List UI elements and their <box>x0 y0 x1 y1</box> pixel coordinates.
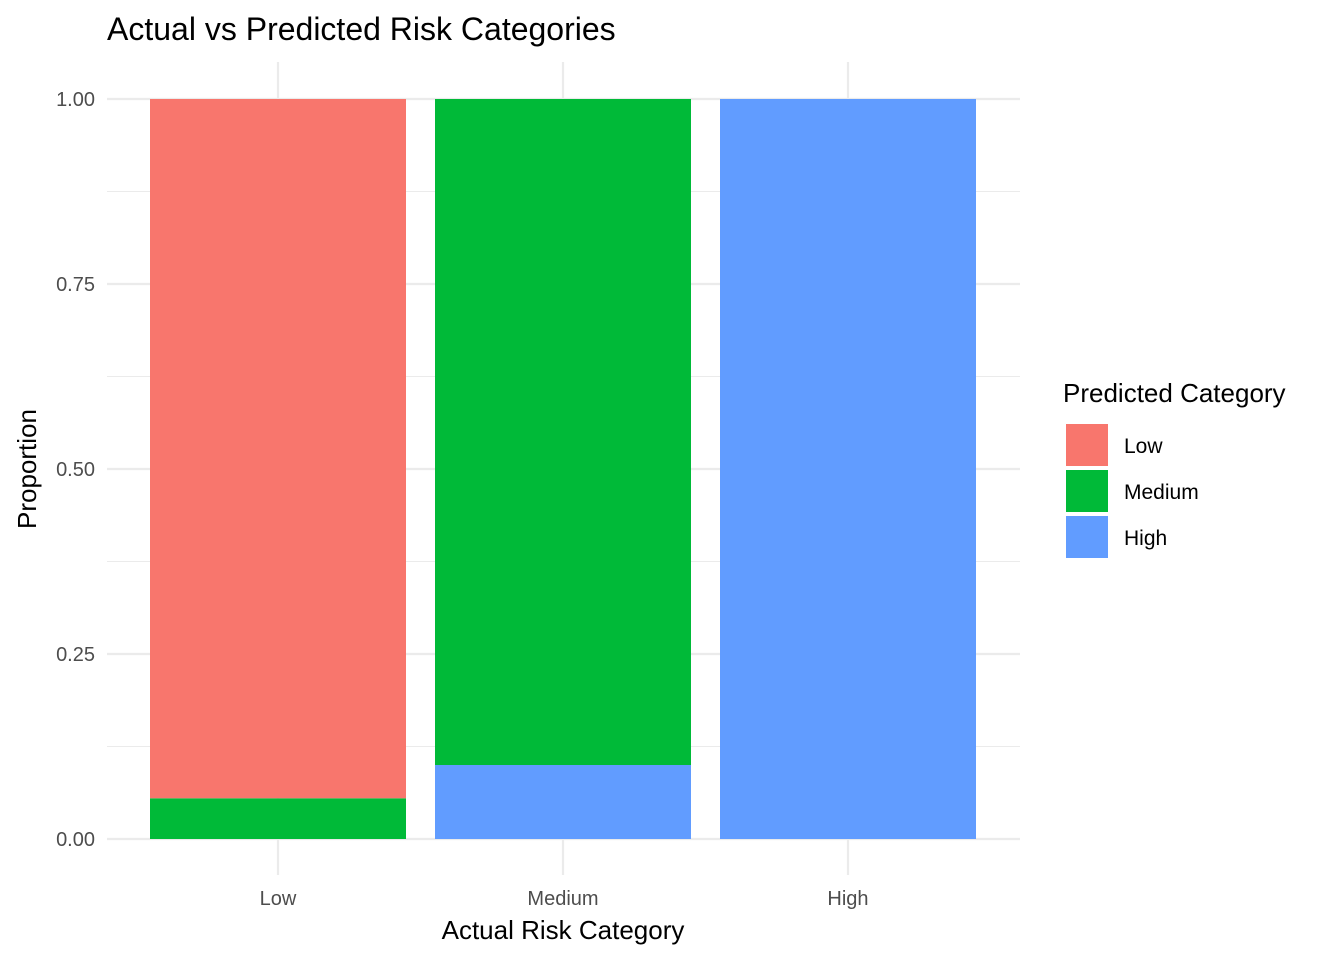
x-tick-label: Medium <box>527 888 598 910</box>
x-tick-label: High <box>827 888 868 910</box>
y-axis-title: Proportion <box>12 409 42 529</box>
bar-low-low <box>150 99 406 799</box>
legend-swatch-high <box>1066 516 1108 558</box>
bar-low-medium <box>150 798 406 839</box>
y-tick-labels: 0.00 0.25 0.50 0.75 1.00 <box>56 89 95 851</box>
legend-label-high: High <box>1124 527 1167 550</box>
bar-medium-medium <box>435 99 691 765</box>
legend-label-medium: Medium <box>1124 481 1199 504</box>
x-tick-label: Low <box>260 888 297 910</box>
legend-swatch-medium <box>1066 470 1108 512</box>
y-tick-label: 1.00 <box>56 89 95 111</box>
x-tick-labels: Low Medium High <box>260 888 869 910</box>
y-tick-label: 0.25 <box>56 644 95 666</box>
legend-label-low: Low <box>1124 435 1163 458</box>
y-tick-label: 0.50 <box>56 459 95 481</box>
chart-title: Actual vs Predicted Risk Categories <box>107 11 616 47</box>
x-axis-title: Actual Risk Category <box>442 915 685 945</box>
bar-medium-high <box>435 765 691 839</box>
bar-group <box>150 99 976 839</box>
legend: Predicted Category Low Medium High <box>1063 378 1286 558</box>
y-tick-label: 0.00 <box>56 829 95 851</box>
legend-swatch-low <box>1066 424 1108 466</box>
bar-high-high <box>720 99 976 839</box>
y-tick-label: 0.75 <box>56 274 95 296</box>
legend-title: Predicted Category <box>1063 378 1286 408</box>
